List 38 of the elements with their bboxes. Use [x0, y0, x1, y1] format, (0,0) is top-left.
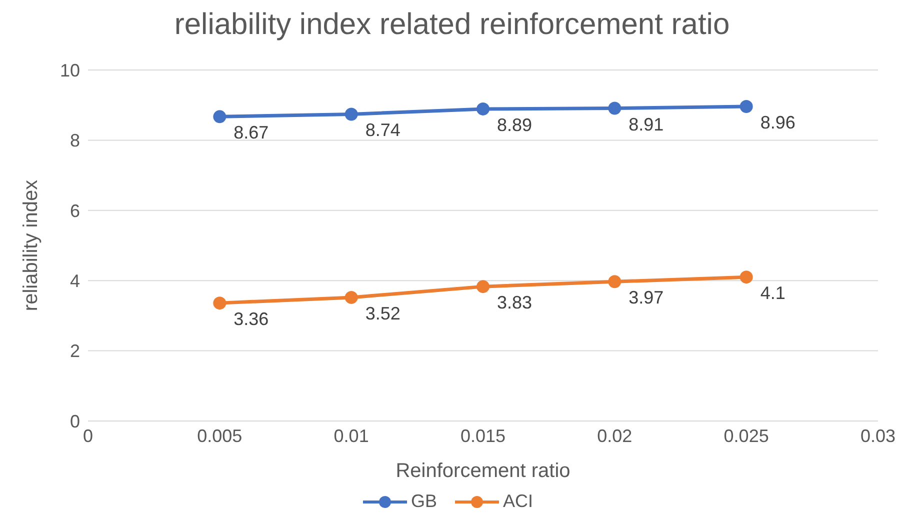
data-label: 8.74 [365, 120, 400, 140]
point [213, 110, 226, 124]
chart-title: reliability index related reinforcement ratio [173, 8, 731, 43]
data-label: 3.36 [234, 309, 269, 330]
point [740, 270, 753, 284]
y-axis-title: reliability index [20, 180, 42, 312]
x-axis-title: Reinforcement ratio [396, 460, 570, 482]
x-tick-label: 0 [82, 426, 94, 446]
data-label: 8.96 [760, 112, 796, 133]
y-tick-label: 6 [70, 200, 80, 221]
point [476, 280, 490, 294]
y-tick-label: 4 [70, 270, 80, 291]
legend-label: GB [410, 491, 437, 512]
y-tick-label: 0 [70, 411, 80, 432]
data-label: 3.52 [365, 303, 400, 324]
data-label: 8.89 [497, 114, 532, 135]
x-tick-label: 0.005 [197, 426, 242, 446]
x-tick-label: 0.025 [724, 426, 769, 446]
legend-label: ACI [503, 491, 534, 512]
x-tick-label: 0.03 [860, 426, 896, 446]
y-tick-label: 10 [60, 60, 80, 80]
point [344, 108, 358, 121]
data-label: 8.67 [234, 122, 269, 143]
data-label: 3.83 [497, 292, 532, 313]
point [740, 100, 753, 114]
point [608, 275, 622, 288]
x-tick-label: 0.015 [460, 426, 506, 446]
x-tick-label: 0.01 [334, 426, 369, 446]
point [344, 290, 358, 304]
y-tick-label: 8 [70, 130, 80, 151]
x-tick-label: 0.02 [597, 426, 632, 446]
data-label: 4.1 [760, 283, 786, 304]
data-label: 8.91 [628, 114, 664, 134]
y-tick-label: 2 [70, 341, 80, 362]
data-label: 3.97 [628, 288, 664, 308]
point [608, 102, 622, 115]
point [213, 296, 226, 310]
point [476, 102, 490, 116]
